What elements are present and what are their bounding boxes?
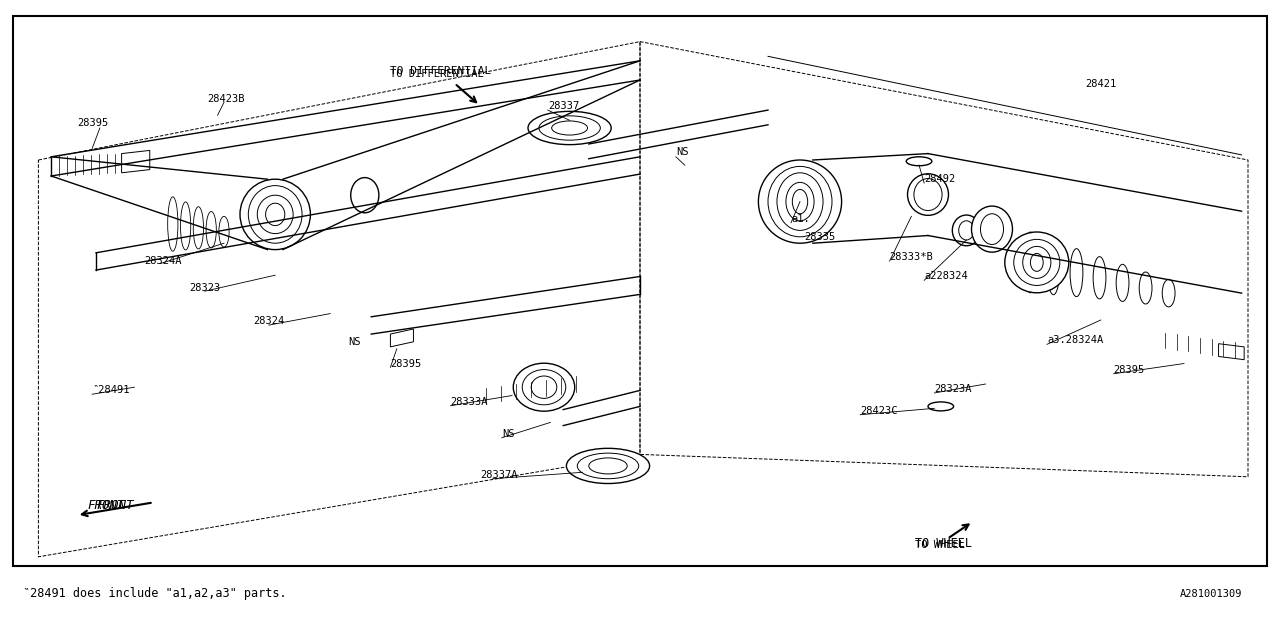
Ellipse shape bbox=[758, 160, 842, 243]
Ellipse shape bbox=[1047, 241, 1060, 295]
Text: a3.28324A: a3.28324A bbox=[1047, 335, 1103, 346]
Polygon shape bbox=[390, 329, 413, 347]
Text: NS: NS bbox=[348, 337, 361, 348]
Text: 28395: 28395 bbox=[390, 358, 421, 369]
Text: TO DIFFERENTIAL: TO DIFFERENTIAL bbox=[390, 66, 492, 76]
Text: 28337A: 28337A bbox=[480, 470, 517, 480]
Ellipse shape bbox=[168, 197, 178, 252]
Text: 28395: 28395 bbox=[1114, 365, 1144, 375]
Ellipse shape bbox=[566, 448, 650, 484]
Polygon shape bbox=[1219, 344, 1244, 360]
Ellipse shape bbox=[577, 453, 639, 479]
Text: 28337: 28337 bbox=[548, 100, 579, 111]
Ellipse shape bbox=[206, 211, 216, 248]
Text: 28423C: 28423C bbox=[860, 406, 897, 416]
Text: NS: NS bbox=[502, 429, 515, 439]
Ellipse shape bbox=[1070, 249, 1083, 297]
Text: 28423B: 28423B bbox=[207, 94, 244, 104]
Text: TO DIFFERENTIAL: TO DIFFERENTIAL bbox=[390, 68, 484, 79]
Text: A281001309: A281001309 bbox=[1180, 589, 1243, 599]
Text: a228324: a228324 bbox=[924, 271, 968, 282]
Text: 28492: 28492 bbox=[924, 174, 955, 184]
Ellipse shape bbox=[972, 206, 1012, 252]
Ellipse shape bbox=[529, 111, 612, 145]
Text: 28324A: 28324A bbox=[145, 256, 182, 266]
Ellipse shape bbox=[1093, 257, 1106, 299]
Text: 28333A: 28333A bbox=[451, 397, 488, 407]
Ellipse shape bbox=[180, 202, 191, 250]
Text: 28335: 28335 bbox=[804, 232, 835, 242]
Ellipse shape bbox=[1116, 264, 1129, 301]
Text: 28324: 28324 bbox=[253, 316, 284, 326]
Text: TO WHEEL: TO WHEEL bbox=[915, 537, 973, 550]
Text: 28421: 28421 bbox=[1085, 79, 1116, 90]
Ellipse shape bbox=[1024, 232, 1037, 293]
Text: FRONT: FRONT bbox=[96, 499, 133, 512]
Ellipse shape bbox=[1162, 280, 1175, 307]
Text: ‶28491: ‶28491 bbox=[92, 385, 129, 396]
Ellipse shape bbox=[513, 364, 575, 412]
Text: 28333*B: 28333*B bbox=[890, 252, 933, 262]
Ellipse shape bbox=[241, 179, 310, 250]
Ellipse shape bbox=[1005, 232, 1069, 293]
Ellipse shape bbox=[219, 216, 229, 247]
Ellipse shape bbox=[908, 174, 948, 216]
Polygon shape bbox=[122, 150, 150, 173]
Text: ‶28491 does include "a1,a2,a3" parts.: ‶28491 does include "a1,a2,a3" parts. bbox=[23, 588, 287, 600]
Text: NS: NS bbox=[676, 147, 689, 157]
Text: 28323A: 28323A bbox=[934, 384, 972, 394]
Text: 28395: 28395 bbox=[77, 118, 108, 128]
Text: TO WHEEL: TO WHEEL bbox=[915, 540, 965, 550]
Text: FRONT: FRONT bbox=[87, 499, 124, 512]
Ellipse shape bbox=[539, 116, 600, 140]
Text: a1.: a1. bbox=[791, 214, 810, 224]
Ellipse shape bbox=[1139, 272, 1152, 304]
Text: 28323: 28323 bbox=[189, 283, 220, 293]
Ellipse shape bbox=[193, 207, 204, 249]
